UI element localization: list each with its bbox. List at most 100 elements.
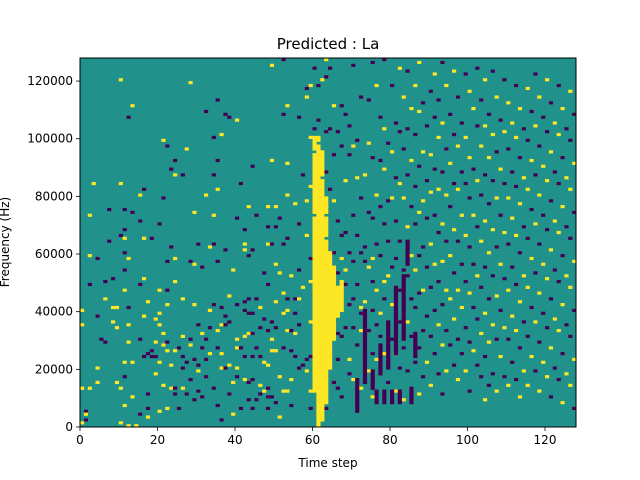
heatmap-cell: [130, 104, 135, 108]
heatmap-cell: [502, 277, 507, 281]
heatmap-cell: [122, 236, 127, 240]
heatmap-cell: [517, 300, 523, 304]
heatmap-cell: [204, 375, 209, 379]
heatmap-cell: [397, 130, 402, 134]
heatmap-cell: [173, 158, 178, 163]
heatmap-cell: [328, 66, 333, 70]
heatmap-cell: [308, 184, 313, 189]
heatmap-cell: [401, 274, 406, 341]
heatmap-cell: [424, 265, 430, 269]
heatmap-cell: [169, 386, 174, 390]
plot-frame: [79, 57, 577, 428]
x-axis-label: Time step: [297, 456, 357, 470]
heatmap-cell: [572, 357, 577, 361]
heatmap-cell: [479, 375, 484, 379]
heatmap-cell: [421, 199, 426, 203]
heatmap-cell: [266, 363, 271, 367]
heatmap-cell: [157, 360, 162, 364]
heatmap-cell: [428, 383, 433, 387]
heatmap-cell: [370, 352, 375, 356]
x-tick-label: 60: [305, 433, 320, 447]
heatmap-cell: [250, 311, 255, 315]
heatmap-cell: [343, 112, 348, 116]
heatmap-cell: [204, 109, 209, 114]
heatmap-cell: [111, 305, 116, 310]
heatmap-cell: [165, 144, 170, 148]
heatmap-cell: [138, 282, 143, 287]
heatmap-cell: [374, 193, 379, 197]
heatmap-cell: [204, 193, 209, 197]
heatmap-cell: [444, 147, 449, 151]
heatmap-cell: [235, 303, 240, 307]
heatmap-cell: [351, 213, 356, 217]
heatmap-cell: [254, 398, 259, 402]
heatmap-cell: [111, 277, 116, 281]
heatmap-cell: [161, 331, 166, 336]
heatmap-cell: [281, 311, 286, 315]
heatmap-cell: [138, 337, 143, 341]
heatmap-cell: [483, 398, 488, 402]
heatmap-cell: [215, 403, 220, 408]
heatmap-cell: [413, 132, 418, 137]
heatmap-cell: [149, 354, 154, 359]
heatmap-cell: [366, 141, 371, 145]
heatmap-cell: [118, 386, 123, 390]
heatmap-cell: [250, 248, 255, 252]
heatmap-cell: [215, 158, 220, 163]
heatmap-cell: [359, 196, 364, 200]
heatmap-cell: [413, 268, 418, 272]
heatmap-cell: [250, 354, 255, 359]
heatmap-cell: [397, 66, 402, 70]
heatmap-cell: [281, 58, 286, 62]
heatmap-cell: [494, 389, 499, 393]
heatmap-cell: [494, 245, 499, 249]
heatmap-cell: [293, 331, 298, 336]
heatmap-cell: [378, 254, 383, 258]
heatmap-cell: [331, 153, 337, 157]
heatmap-cell: [390, 389, 395, 405]
heatmap-cell: [370, 60, 375, 65]
heatmap-cell: [455, 239, 461, 243]
heatmap-cell: [300, 363, 306, 367]
heatmap-cell: [378, 205, 383, 209]
heatmap-cell: [436, 323, 441, 327]
heatmap-cell: [83, 418, 89, 422]
heatmap-cell: [289, 403, 294, 408]
heatmap-cell: [424, 179, 430, 183]
heatmap-cell: [138, 412, 143, 416]
heatmap-cell: [521, 320, 526, 324]
heatmap-cell: [339, 395, 344, 399]
heatmap-cell: [506, 242, 511, 246]
heatmap-cell: [432, 308, 437, 312]
heatmap-cell: [351, 259, 356, 263]
heatmap-cell: [173, 349, 178, 353]
heatmap-cell: [87, 386, 92, 390]
heatmap-cell: [207, 245, 213, 249]
heatmap-cell: [273, 262, 278, 266]
heatmap-cell: [510, 265, 515, 269]
heatmap-cell: [308, 389, 313, 393]
heatmap-cell: [103, 340, 108, 344]
heatmap-cell: [440, 170, 445, 174]
heatmap-cell: [339, 334, 344, 338]
heatmap-cell: [138, 193, 143, 197]
heatmap-cell: [366, 210, 371, 214]
heatmap-cell: [211, 242, 216, 246]
heatmap-cell: [188, 259, 193, 263]
heatmap-cell: [463, 326, 468, 330]
heatmap-cell: [277, 271, 282, 275]
heatmap-cell: [324, 406, 329, 410]
heatmap-cell: [246, 205, 251, 209]
heatmap-cell: [467, 340, 472, 344]
heatmap-cell: [366, 328, 371, 333]
heatmap-cell: [432, 167, 437, 171]
heatmap-cell: [390, 196, 395, 200]
heatmap-cell: [173, 256, 178, 261]
heatmap-cell: [514, 83, 519, 88]
heatmap-cell: [525, 138, 530, 142]
heatmap-cell: [452, 228, 457, 232]
heatmap-cell: [424, 314, 430, 318]
heatmap-cell: [424, 216, 430, 220]
heatmap-cell: [192, 357, 197, 361]
heatmap-cell: [285, 389, 290, 393]
